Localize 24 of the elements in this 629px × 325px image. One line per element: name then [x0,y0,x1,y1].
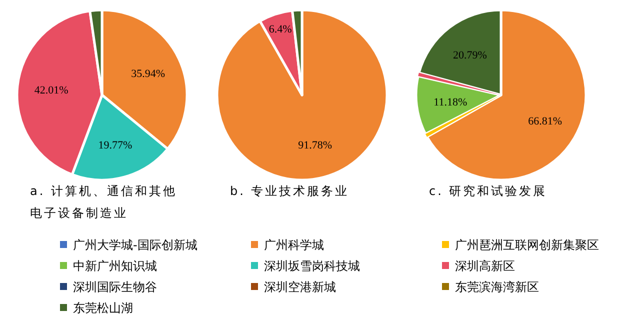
legend-label: 深圳空港新城 [264,280,336,294]
text: a. 计算机、通信和其他电子设备制造业 [30,183,178,222]
data-label: 42.01% [34,84,68,97]
legend-label: 中新广州知识城 [73,259,157,273]
data-label: 20.79% [453,49,487,62]
pie-slice [418,72,501,95]
legend-label: 东莞滨海湾新区 [455,280,539,294]
legend-label: 深圳坂雪岗科技城 [264,259,360,273]
text: c. 研究和试验发展 [429,183,548,200]
data-label: 11.18% [434,96,468,108]
data-label: 19.77% [98,139,132,152]
data-label: 6.4% [268,24,292,36]
data-label: 66.81% [528,116,562,128]
legend-label: 东莞松山湖 [73,301,133,315]
pie-slice [216,8,388,182]
text: b. 专业技术服务业 [230,183,350,200]
data-label: 35.94% [131,68,166,80]
legend-label: 深圳国际生物谷 [73,280,157,294]
legend-label: 广州琶洲互联网创新集聚区 [455,238,599,252]
legend-label: 广州大学城-国际创新城 [73,238,198,252]
legend-label: 深圳高新区 [455,259,515,273]
data-label: 91.78% [298,139,332,152]
pie-slice [425,95,501,137]
legend-label: 广州科学城 [264,238,324,252]
